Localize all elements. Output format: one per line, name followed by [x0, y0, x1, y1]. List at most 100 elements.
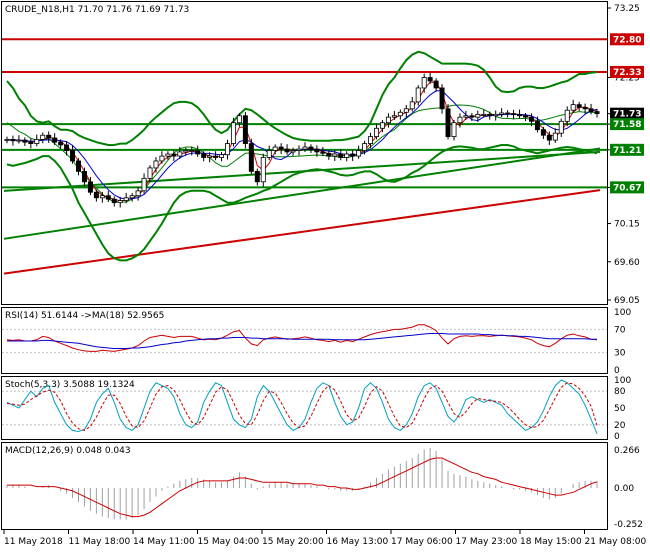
- candle-body: [22, 139, 28, 143]
- x-tick-label: 15 May 20:00: [262, 537, 324, 547]
- x-tick-label: 11 May 2018: [4, 537, 63, 547]
- candle-body: [314, 148, 320, 153]
- macd-signal-line: [7, 457, 598, 518]
- candle-body: [16, 139, 22, 142]
- candle-body: [576, 104, 582, 108]
- candle-body: [433, 80, 439, 89]
- candle-body: [260, 157, 266, 183]
- candle-body: [70, 150, 76, 162]
- candle-body: [439, 87, 445, 110]
- candle-body: [213, 155, 219, 158]
- candle-body: [517, 113, 523, 117]
- x-tick-label: 18 May 15:00: [520, 537, 582, 547]
- candle-body: [195, 150, 201, 155]
- candle-body: [296, 148, 302, 151]
- candle-body: [290, 150, 296, 153]
- rsi-tick-label: 100: [614, 308, 631, 318]
- macd-header: MACD(12,26,9) 0.048 0.043: [5, 446, 131, 456]
- price-label-box: [610, 65, 644, 78]
- candle-body: [236, 115, 242, 124]
- candle-body: [379, 122, 385, 129]
- rsi-tick-label: 0: [614, 366, 620, 376]
- stoch-signal-line: [6, 382, 598, 431]
- candle-body: [284, 148, 290, 153]
- price-label-box: [610, 107, 644, 120]
- candle-body: [391, 115, 397, 118]
- candle-body: [487, 113, 493, 117]
- rsi-line: [6, 324, 598, 352]
- candle-body: [326, 152, 332, 157]
- candle-body: [242, 115, 248, 144]
- candle-body: [278, 146, 284, 150]
- candle-body: [505, 112, 511, 115]
- macd-pane: 0.266 0.00 -0.252: [6, 446, 643, 530]
- rsi-tick-label: 70: [614, 325, 626, 335]
- slow-ma-line: [6, 90, 598, 200]
- candle-body: [171, 153, 177, 157]
- rsi-tick-label: 30: [614, 349, 626, 359]
- price-label-text: 71.21: [613, 146, 641, 156]
- candle-body: [463, 115, 469, 118]
- candle-body: [570, 104, 576, 111]
- candle-body: [105, 195, 111, 200]
- candle-body: [201, 153, 207, 158]
- stoch-tick-label: 80: [614, 387, 626, 397]
- candle-body: [189, 150, 195, 152]
- x-tick-label: 15 May 04:00: [198, 537, 260, 547]
- candle-body: [338, 153, 344, 158]
- candle-body: [445, 108, 451, 138]
- bollinger-lower-band: [6, 144, 598, 262]
- candle-body: [397, 111, 403, 117]
- candle-body: [523, 115, 528, 118]
- candle-body: [183, 150, 189, 153]
- candle-body: [207, 155, 213, 158]
- candle-body: [34, 138, 40, 144]
- stoch-header: Stoch(5,3,3) 3.5088 19.1324: [5, 380, 135, 390]
- candle-body: [159, 155, 165, 162]
- y-tick-label: 72.25: [614, 74, 640, 84]
- candle-body: [588, 108, 594, 112]
- x-tick-label: 17 May 06:00: [391, 537, 453, 547]
- stoch-main-line: [6, 379, 598, 434]
- main-header: CRUDE_N18,H1 71.70 71.76 71.69 71.73: [5, 5, 189, 15]
- trendline: [3, 147, 601, 240]
- candle-body: [308, 146, 314, 150]
- candle-body: [302, 146, 308, 150]
- candle-body: [147, 167, 153, 179]
- price-label-text: 71.73: [613, 110, 641, 120]
- candle-body: [564, 109, 570, 122]
- candle-body: [28, 141, 34, 144]
- candle-body: [320, 151, 326, 154]
- candle-body: [350, 153, 356, 157]
- trendline: [3, 189, 601, 275]
- candle-body: [165, 153, 171, 157]
- candle-body: [111, 198, 117, 204]
- candle-body: [594, 111, 600, 115]
- candle-body: [409, 101, 415, 110]
- candle-body: [546, 134, 552, 141]
- main-panel-frame: [1, 1, 608, 305]
- candle-body: [272, 146, 278, 151]
- candle-body: [534, 120, 540, 131]
- price-label-text: 72.33: [613, 68, 641, 78]
- price-label-box: [610, 33, 644, 46]
- y-tick-label: 69.05: [614, 296, 640, 306]
- candle-body: [40, 134, 46, 140]
- x-tick-label: 21 May 08:00: [585, 537, 647, 547]
- candle-body: [266, 150, 272, 158]
- candle-body: [135, 190, 141, 197]
- candle-body: [219, 154, 225, 158]
- candle-body: [451, 122, 457, 138]
- candle-body: [356, 150, 362, 157]
- candle-body: [64, 144, 70, 151]
- candle-body: [81, 170, 87, 183]
- stoch-tick-label: 50: [614, 404, 626, 414]
- candle-body: [421, 77, 427, 89]
- candle-body: [58, 141, 64, 146]
- candle-body: [427, 77, 433, 82]
- candle-body: [499, 112, 505, 115]
- candle-body: [475, 113, 481, 118]
- macd-tick-label: 0.266: [614, 446, 640, 456]
- candle-body: [254, 170, 260, 183]
